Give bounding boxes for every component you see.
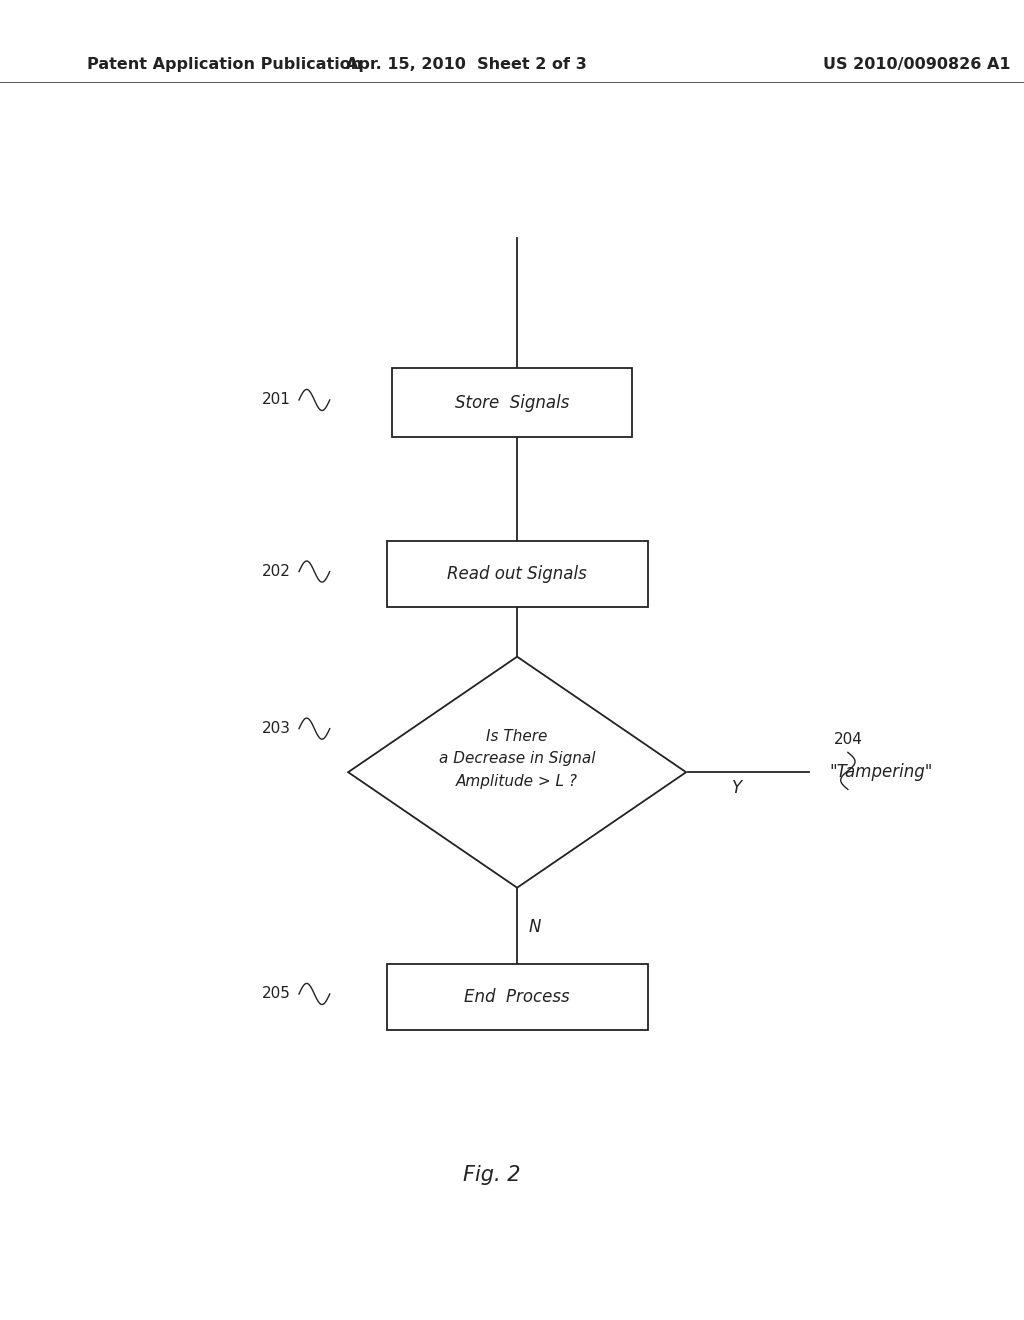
Bar xyxy=(387,541,648,607)
Text: Is There
a Decrease in Signal
Amplitude > L ?: Is There a Decrease in Signal Amplitude … xyxy=(439,729,595,789)
Text: End  Process: End Process xyxy=(464,987,570,1006)
Text: Fig. 2: Fig. 2 xyxy=(463,1166,520,1185)
Text: Patent Application Publication: Patent Application Publication xyxy=(87,58,362,73)
Text: Store  Signals: Store Signals xyxy=(455,393,569,412)
Text: N: N xyxy=(528,917,541,936)
Text: US 2010/0090826 A1: US 2010/0090826 A1 xyxy=(822,58,1011,73)
Text: Read out Signals: Read out Signals xyxy=(447,565,587,583)
Text: Y: Y xyxy=(732,779,742,797)
Text: 205: 205 xyxy=(262,986,291,1002)
Bar xyxy=(391,368,632,437)
Text: "Tampering": "Tampering" xyxy=(829,763,933,781)
Text: 203: 203 xyxy=(262,721,291,737)
Text: 202: 202 xyxy=(262,564,291,579)
Text: 204: 204 xyxy=(834,731,862,747)
Polygon shape xyxy=(348,657,686,887)
Bar xyxy=(387,964,648,1030)
Text: Apr. 15, 2010  Sheet 2 of 3: Apr. 15, 2010 Sheet 2 of 3 xyxy=(345,58,587,73)
Text: 201: 201 xyxy=(262,392,291,408)
